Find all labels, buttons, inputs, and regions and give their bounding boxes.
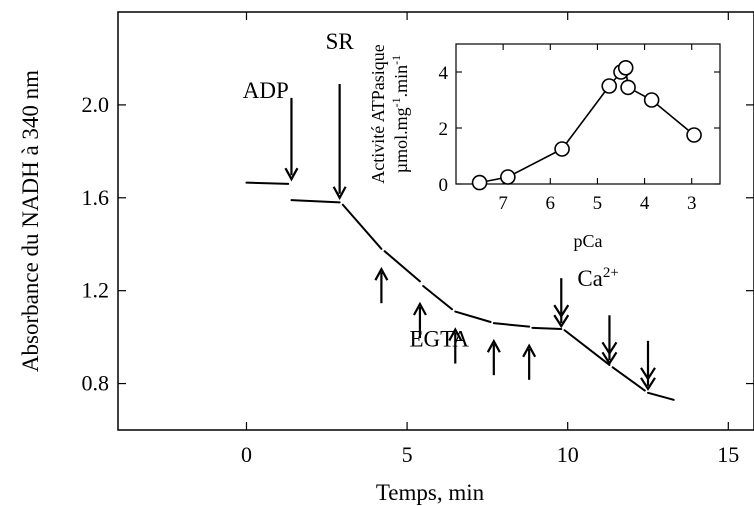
main-line-segment	[611, 366, 646, 392]
main-y-tick-label: 2.0	[82, 92, 110, 117]
main-y-tick-label: 0.8	[82, 371, 110, 396]
inset-series	[471, 60, 702, 191]
main-line-segment	[383, 250, 421, 283]
egta-arrow-head	[486, 338, 501, 353]
inset-y-tick-label: 2	[439, 119, 449, 140]
inset-data-point	[554, 141, 570, 157]
inset-data-point	[500, 169, 516, 185]
ca-arrow-head	[601, 341, 618, 356]
main-x-ticks: 0 5 10 15	[241, 12, 739, 467]
ca-arrow-head	[601, 351, 618, 366]
adp-arrow-head	[284, 167, 299, 182]
ca-arrow-head	[640, 377, 656, 391]
main-annotations: ADP SR EGTA Ca2+	[243, 29, 656, 391]
inset-x-tick-label: 4	[640, 193, 650, 214]
main-line-segment	[531, 326, 563, 330]
inset-x-tick-label: 3	[687, 193, 697, 214]
egta-arrow-head	[448, 327, 463, 342]
main-x-tick-label: 15	[717, 442, 739, 467]
sr-label: SR	[326, 29, 355, 54]
inset-x-tick-label: 5	[593, 193, 603, 214]
main-line-segment	[245, 181, 290, 185]
main-y-tick-label: 1.2	[82, 278, 110, 303]
inset-ylabel-units: µmol.mg	[391, 107, 411, 173]
inset-y-tick-label: 4	[439, 63, 449, 84]
main-line-segment	[422, 285, 454, 311]
ca-label: Ca2+	[577, 265, 619, 291]
egta-label: EGTA	[409, 326, 469, 351]
inset-ylabel-sup2: -1	[389, 55, 403, 65]
main-x-tick-label: 10	[557, 442, 579, 467]
ca-arrow-head	[640, 367, 656, 381]
inset-y-ticks: 0 2 4	[439, 63, 720, 196]
inset-x-tick-label: 6	[546, 193, 556, 214]
inset-data-point	[686, 127, 702, 143]
egta-arrow-head	[374, 266, 389, 281]
inset-ylabel-sup1: -1	[389, 97, 403, 107]
inset-data-point	[601, 78, 618, 94]
egta-arrow-head	[522, 343, 537, 358]
main-series-line	[245, 181, 675, 401]
inset-data-point	[471, 174, 488, 191]
main-y-tick-label: 1.6	[82, 185, 110, 210]
main-line-segment	[563, 329, 611, 366]
main-line-segment	[492, 322, 531, 328]
inset-y-axis-label-line2: µmol.mg-1.min-1	[389, 55, 411, 173]
main-line-segment	[454, 310, 492, 324]
inset-data-point	[617, 60, 634, 76]
main-x-tick-label: 0	[241, 442, 252, 467]
main-plot-frame	[117, 11, 754, 431]
inset-y-tick-label: 0	[439, 175, 449, 196]
adp-label: ADP	[243, 78, 289, 103]
sr-arrow-head	[332, 186, 347, 201]
egta-arrow-head	[412, 301, 427, 316]
inset-x-tick-label: 7	[498, 193, 508, 214]
main-plot: 0 5 10 15 0.8 1.2 1.6 2.0 ADP SR EGTA Ca2+ Temps,…	[18, 11, 754, 505]
main-y-axis-label: Absorbance du NADH à 340 nm	[18, 70, 43, 372]
inset-data-point	[643, 92, 660, 108]
inset-x-axis-label: pCa	[574, 231, 603, 251]
ca-arrow-head	[553, 314, 570, 329]
main-x-tick-label: 5	[402, 442, 413, 467]
main-x-axis-label: Temps, min	[376, 480, 485, 505]
inset-ylabel-mid: .min	[391, 65, 411, 98]
main-line-segment	[341, 203, 383, 250]
main-line-segment	[647, 391, 675, 401]
main-y-ticks: 0.8 1.2 1.6 2.0	[82, 92, 754, 396]
inset-plot: 7 6 5 4 3 0 2 4 pCa Activité ATPasique µmol.mg…	[368, 43, 721, 251]
inset-y-axis-label-line1: Activité ATPasique	[368, 44, 388, 183]
inset-data-point	[620, 79, 636, 96]
main-line-segment	[290, 199, 341, 204]
ca-arrow-head	[553, 304, 570, 319]
